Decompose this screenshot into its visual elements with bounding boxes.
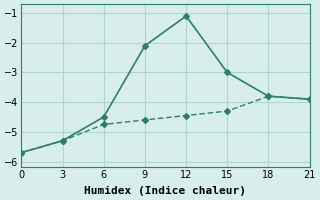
X-axis label: Humidex (Indice chaleur): Humidex (Indice chaleur)	[84, 186, 246, 196]
